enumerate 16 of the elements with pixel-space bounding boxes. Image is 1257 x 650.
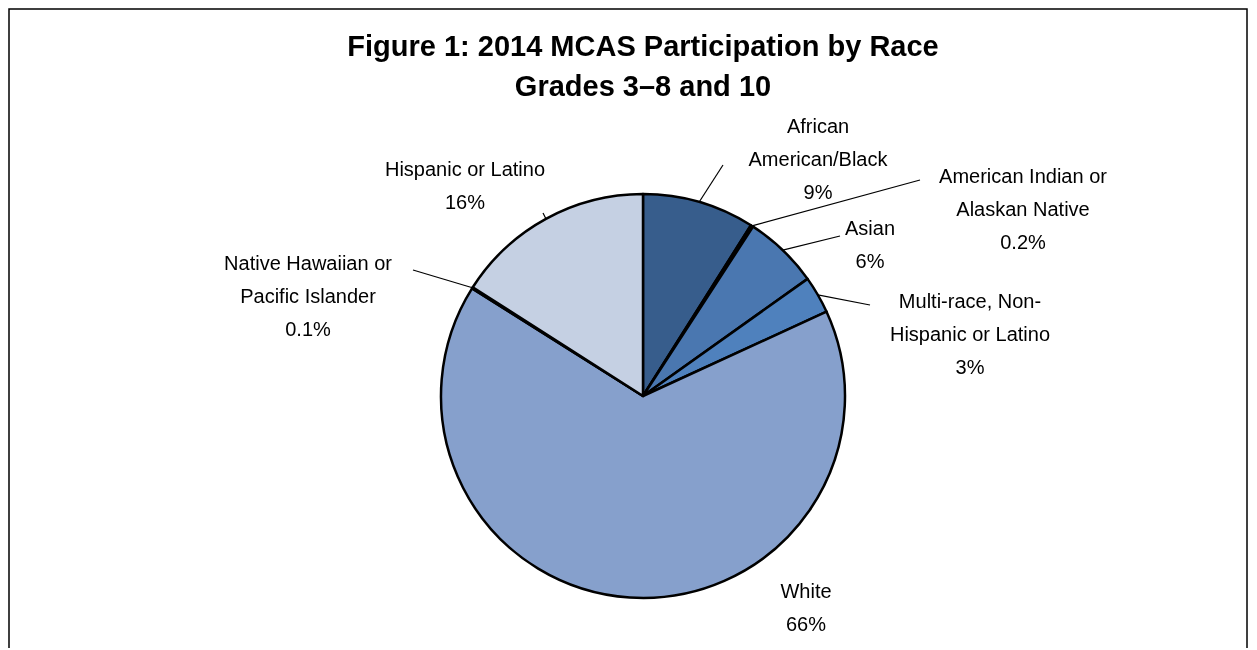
data-label: 16% <box>444 191 486 213</box>
slice-label: Asian <box>844 217 896 239</box>
slice-label: Hispanic or Latino <box>384 158 546 180</box>
data-label: 3% <box>955 356 985 378</box>
data-label: 9% <box>803 181 833 203</box>
data-label: 66% <box>785 613 827 635</box>
slice-label: Native Hawaiian or Pacific Islander <box>224 252 393 307</box>
data-label: 0.1% <box>285 318 332 340</box>
chart-title: Figure 1: 2014 MCAS Participation by Race <box>347 30 939 62</box>
slice-label: African American/Black <box>748 115 889 170</box>
data-label: 0.2% <box>1000 231 1047 253</box>
chart-subtitle: Grades 3–8 and 10 <box>514 70 772 102</box>
slice-label: American Indian or Alaskan Native <box>939 165 1108 220</box>
slice-label: Multi-race, Non-Hispanic or Latino <box>889 290 1051 345</box>
data-label: 6% <box>855 250 885 272</box>
slice-label: White <box>780 580 832 602</box>
